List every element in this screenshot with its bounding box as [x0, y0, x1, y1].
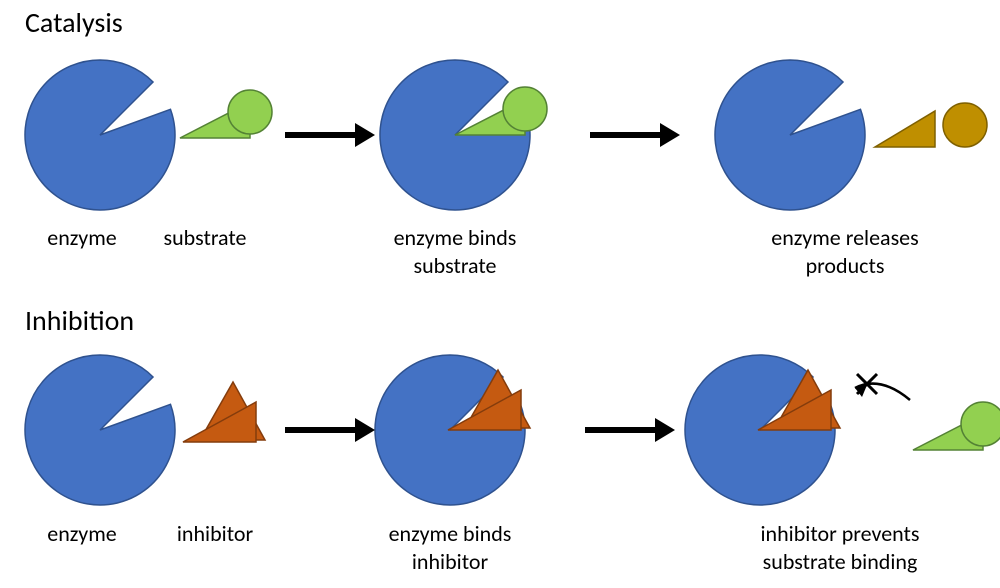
label-i3a: inhibitor prevents: [761, 520, 920, 547]
label-i1a: enzyme: [47, 520, 117, 547]
enzyme-i1: [25, 355, 175, 505]
arrow-c2: [590, 123, 680, 147]
label-i2b: inhibitor: [412, 548, 489, 575]
label-substrate: substrate: [164, 224, 247, 251]
label-c2a: enzyme binds: [394, 224, 517, 251]
label-i2a: enzyme binds: [389, 520, 512, 547]
title-inhibition: Inhibition: [25, 303, 134, 338]
enzyme-c3: [715, 60, 865, 210]
arrow-i2: [585, 418, 675, 442]
arrow-i1: [285, 418, 375, 442]
product-triangle: [875, 111, 935, 147]
diagram-canvas: CatalysisInhibitionenzymesubstrateenzyme…: [0, 0, 1000, 588]
substrate-c1: [180, 90, 272, 138]
label-c3a: enzyme releases: [771, 224, 918, 251]
title-catalysis: Catalysis: [25, 5, 123, 40]
label-enzyme: enzyme: [47, 224, 117, 251]
substrate-blocked: [913, 402, 1000, 450]
inhibitor-i1: [183, 382, 265, 442]
product-circle: [943, 103, 987, 147]
enzyme-c1: [25, 60, 175, 210]
label-c2b: substrate: [414, 252, 497, 279]
arrow-c1: [285, 123, 375, 147]
label-i3b: substrate binding: [763, 548, 918, 575]
label-c3b: products: [806, 252, 885, 279]
label-i1b: inhibitor: [177, 520, 254, 547]
